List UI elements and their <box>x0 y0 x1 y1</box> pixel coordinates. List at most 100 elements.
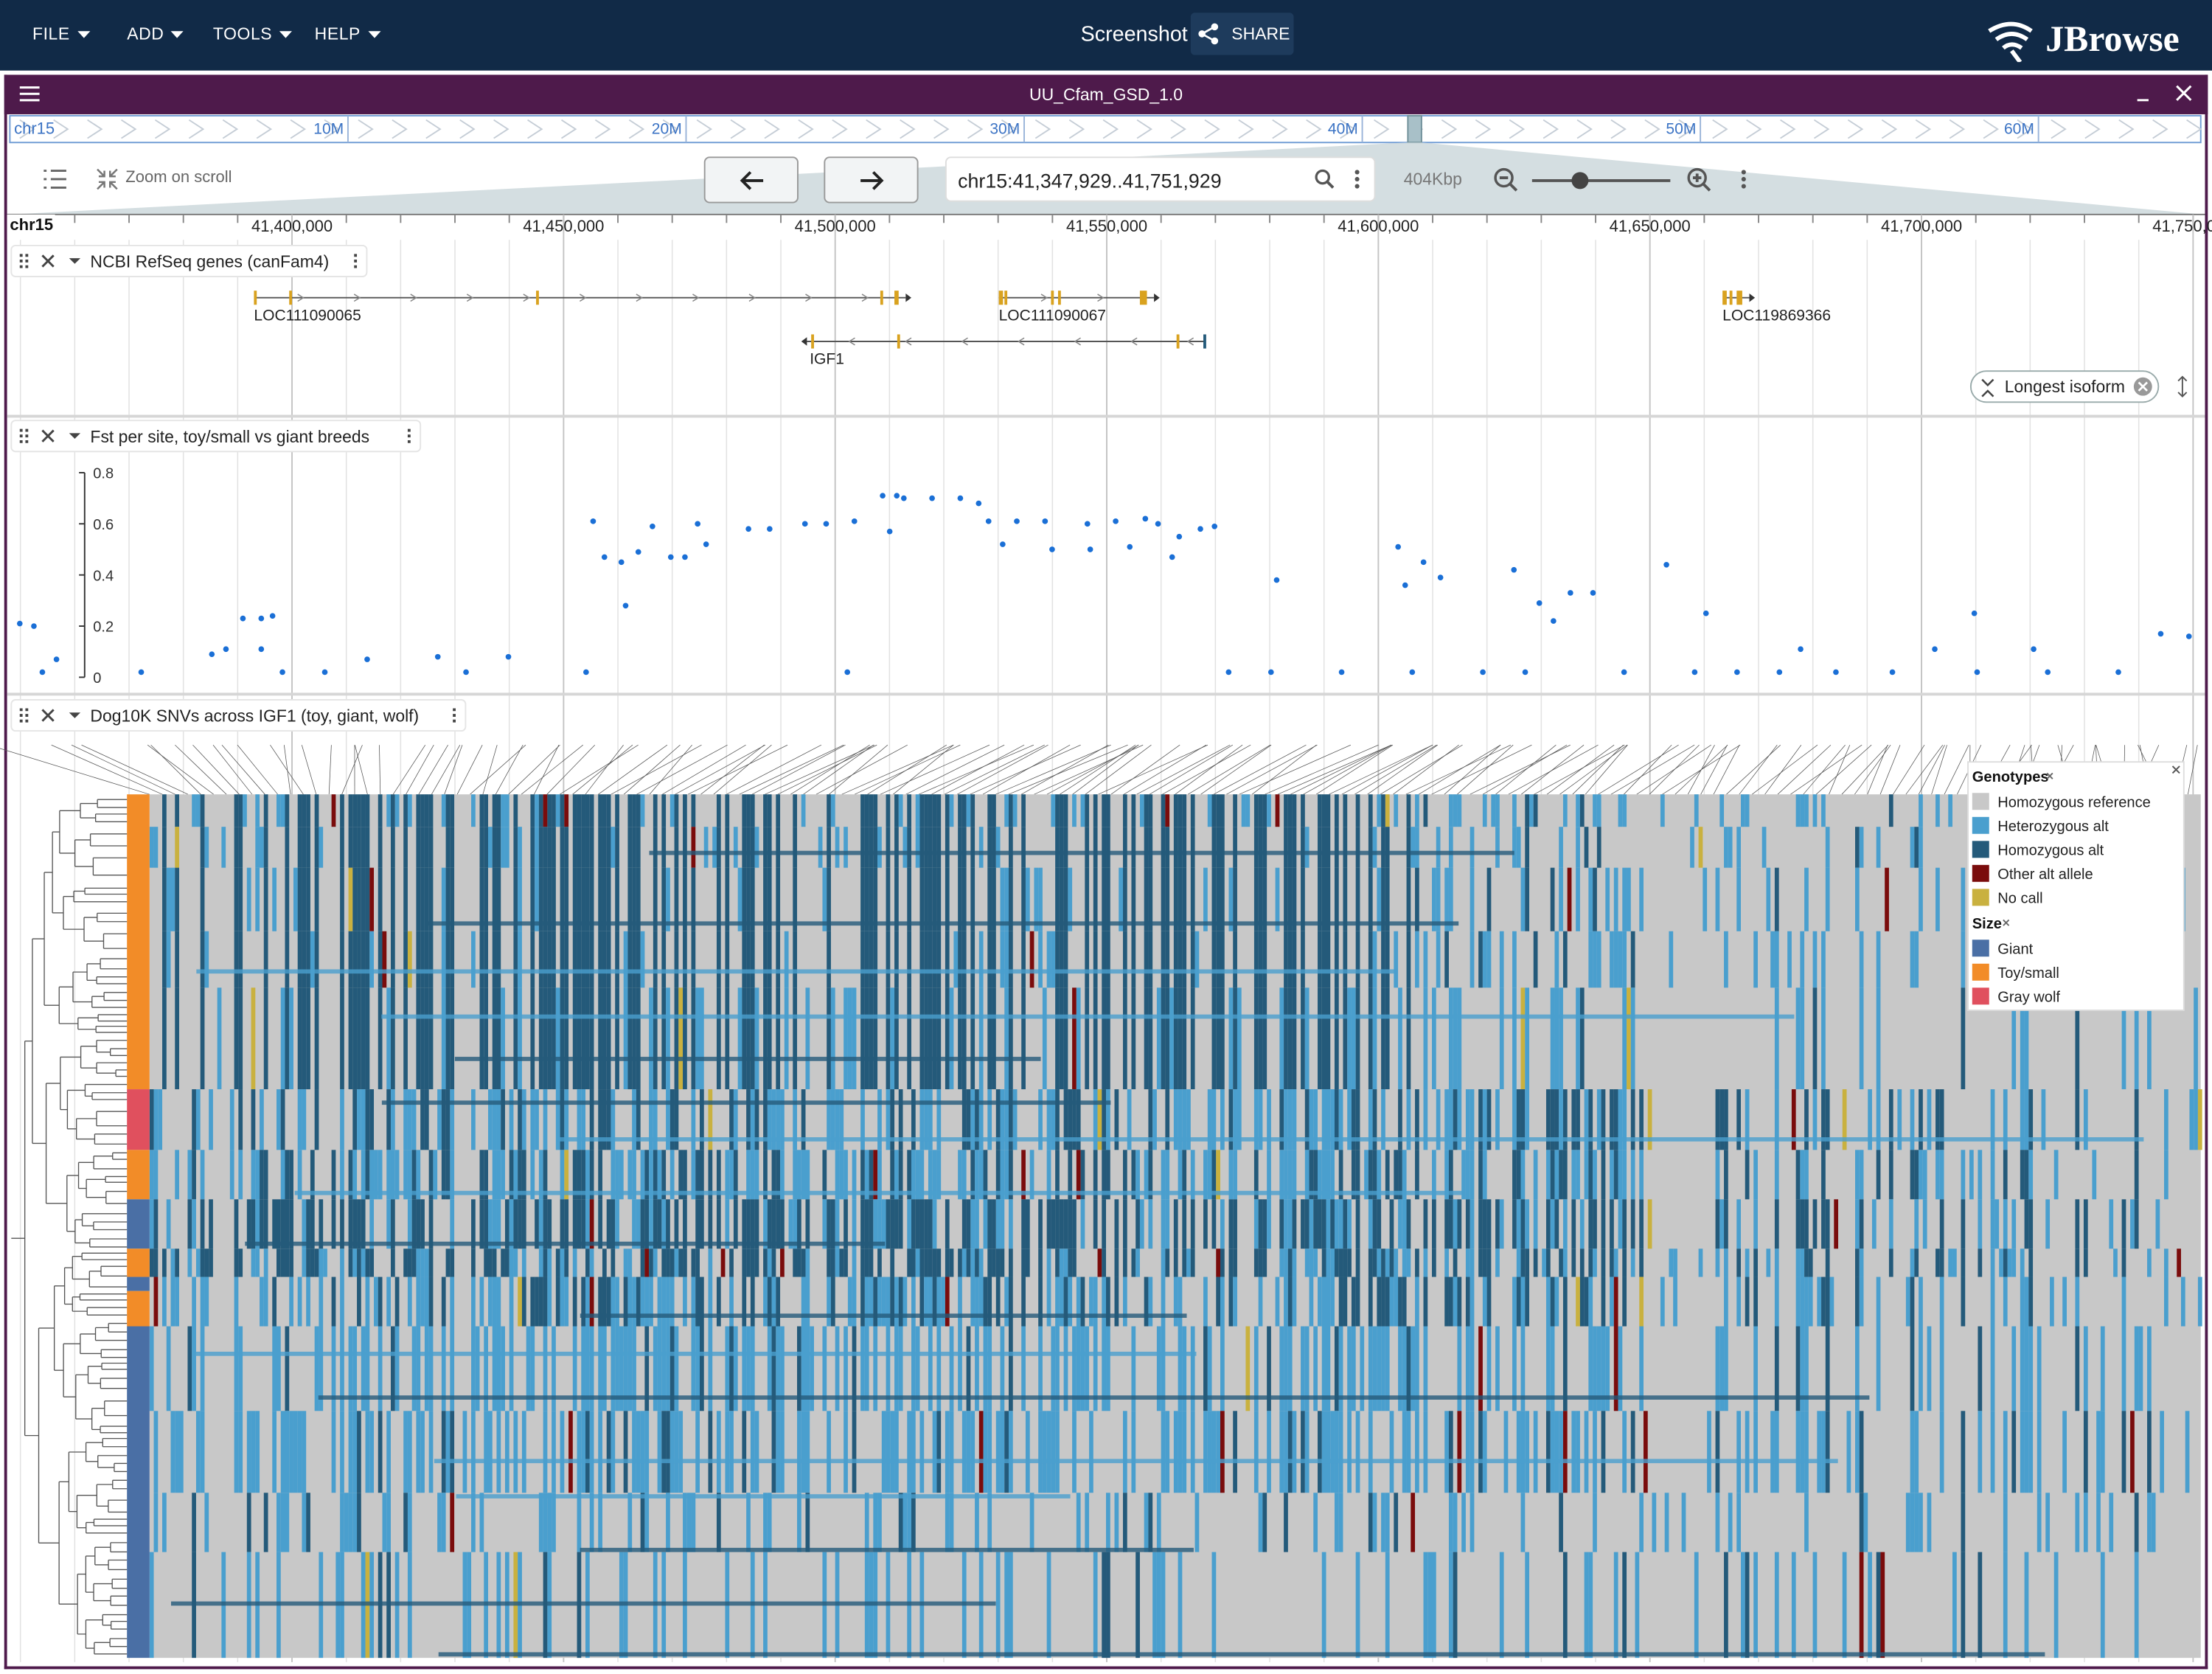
genotype-block <box>1610 931 1614 988</box>
genotype-block <box>1267 1326 1271 1411</box>
genotype-block <box>919 931 925 988</box>
genotype-block <box>1313 1150 1318 1200</box>
help-menu[interactable]: HELP <box>315 24 380 44</box>
assembly-name: UU_Cfam_GSD_1.0 <box>1029 84 1183 105</box>
genotype-block <box>504 794 509 827</box>
genotype-block <box>297 1411 302 1493</box>
genotype-block <box>2062 1277 2067 1327</box>
genotype-block <box>987 1089 992 1150</box>
close-view-icon[interactable] <box>2174 83 2194 103</box>
fst-point <box>1155 521 1161 527</box>
genotype-block <box>238 1411 243 1493</box>
genotype-block <box>153 1411 159 1493</box>
genotype-block <box>1131 1150 1136 1200</box>
zoom-slider[interactable] <box>1529 170 1676 192</box>
zoom-in-icon[interactable] <box>1686 167 1714 195</box>
genotype-block <box>513 867 518 931</box>
genotype-block <box>1846 1411 1851 1493</box>
genotype-block <box>543 987 548 1090</box>
gene-feature[interactable]: LOC119869366 <box>1722 291 1831 324</box>
location-menu-icon[interactable] <box>1353 168 1361 191</box>
longest-isoform-button[interactable]: Longest isoform <box>1969 370 2160 403</box>
genotype-block <box>1520 1248 1526 1277</box>
genotype-block <box>441 987 446 1090</box>
genotype-block <box>162 867 167 931</box>
genotype-block <box>754 1199 759 1249</box>
genotype-block <box>555 794 560 827</box>
genotype-block <box>501 827 505 868</box>
genotype-block <box>386 1199 391 1249</box>
height-resize-icon[interactable] <box>2177 375 2188 397</box>
minimize-icon[interactable] <box>2135 86 2152 103</box>
genotype-block <box>1055 1277 1060 1327</box>
fst-track-header[interactable]: Fst per site, toy/small vs giant breeds <box>19 427 411 446</box>
genotype-block <box>725 867 730 931</box>
genotype-block <box>543 1089 548 1150</box>
genotype-block <box>771 1150 776 1200</box>
genotype-block <box>1990 1150 1995 1200</box>
genotype-block <box>915 827 920 868</box>
genotype-block <box>1161 1150 1166 1200</box>
genotype-block <box>1601 1199 1606 1249</box>
variant-connector <box>1572 744 1624 795</box>
genotype-block <box>1102 867 1107 931</box>
genotype-block <box>669 1248 675 1277</box>
gene-feature[interactable]: LOC111090065 <box>254 291 911 324</box>
genotype-block <box>1148 867 1153 931</box>
view-menu-icon[interactable] <box>18 85 41 103</box>
genotype-block <box>564 867 569 931</box>
view-options-icon[interactable] <box>1739 168 1747 191</box>
add-menu[interactable]: ADD <box>127 24 184 44</box>
file-menu[interactable]: FILE <box>32 24 90 44</box>
genotype-block <box>1161 1326 1166 1411</box>
overview-chevron <box>1136 119 1153 139</box>
genotype-block <box>776 867 781 931</box>
genotype-block <box>1351 1277 1356 1327</box>
track-selector-icon[interactable] <box>42 168 67 191</box>
genotype-block <box>1139 1199 1144 1249</box>
search-icon[interactable] <box>1313 168 1336 191</box>
genotype-block <box>1593 794 1597 827</box>
genotype-block <box>175 931 179 988</box>
zoom-scroll-label[interactable]: Zoom on scroll <box>125 169 232 187</box>
genotype-block <box>961 1411 967 1493</box>
zoom-out-icon[interactable] <box>1492 167 1520 195</box>
genotype-block <box>1284 1326 1288 1411</box>
genotype-block <box>1009 1248 1013 1277</box>
legend-close[interactable] <box>2171 765 2180 774</box>
genotype-block <box>1715 1248 1720 1277</box>
genotype-block <box>978 1089 984 1150</box>
genotype-block <box>297 931 302 988</box>
genotype-block <box>1669 1248 1674 1277</box>
genotype-block <box>661 794 667 827</box>
genotype-block <box>2147 1493 2152 1552</box>
genotype-block <box>1576 1411 1580 1493</box>
genotype-block <box>348 827 353 868</box>
genotype-block <box>1203 1326 1208 1411</box>
genotype-block <box>1258 1248 1263 1277</box>
genes-track-header[interactable]: NCBI RefSeq genes (canFam4) <box>19 252 358 271</box>
location-box[interactable]: chr15:41,347,929..41,751,929 <box>946 158 1374 201</box>
zoom-scroll-icon[interactable] <box>96 168 119 191</box>
genotype-block <box>869 987 874 1090</box>
genotype-block <box>890 1411 895 1493</box>
genotype-block <box>1093 1326 1098 1411</box>
genotype-block <box>1910 931 1915 988</box>
genotype-block <box>746 1493 751 1552</box>
tools-menu[interactable]: TOOLS <box>213 24 292 44</box>
share-button[interactable]: SHARE <box>1190 13 1294 55</box>
gene-feature[interactable]: IGF1 <box>801 334 1205 368</box>
genotype-block <box>1059 1199 1064 1249</box>
genotype-block <box>1724 1552 1728 1659</box>
forward-button[interactable] <box>824 156 919 204</box>
genotype-block <box>1055 987 1060 1090</box>
genotype-block <box>1313 1248 1318 1277</box>
back-button[interactable] <box>703 156 799 204</box>
gene-feature[interactable]: LOC111090067 <box>998 291 1160 324</box>
variants-track-header[interactable]: Dog10K SNVs across IGF1 (toy, giant, wol… <box>19 706 456 726</box>
genotype-block <box>560 931 565 988</box>
exon <box>1057 291 1061 305</box>
genotype-block <box>572 794 577 827</box>
genotype-block <box>365 1248 370 1277</box>
genotype-block <box>1821 794 1826 827</box>
